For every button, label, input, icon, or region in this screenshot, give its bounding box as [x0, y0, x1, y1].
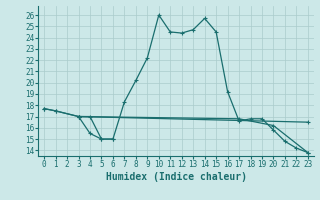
X-axis label: Humidex (Indice chaleur): Humidex (Indice chaleur)	[106, 172, 246, 182]
